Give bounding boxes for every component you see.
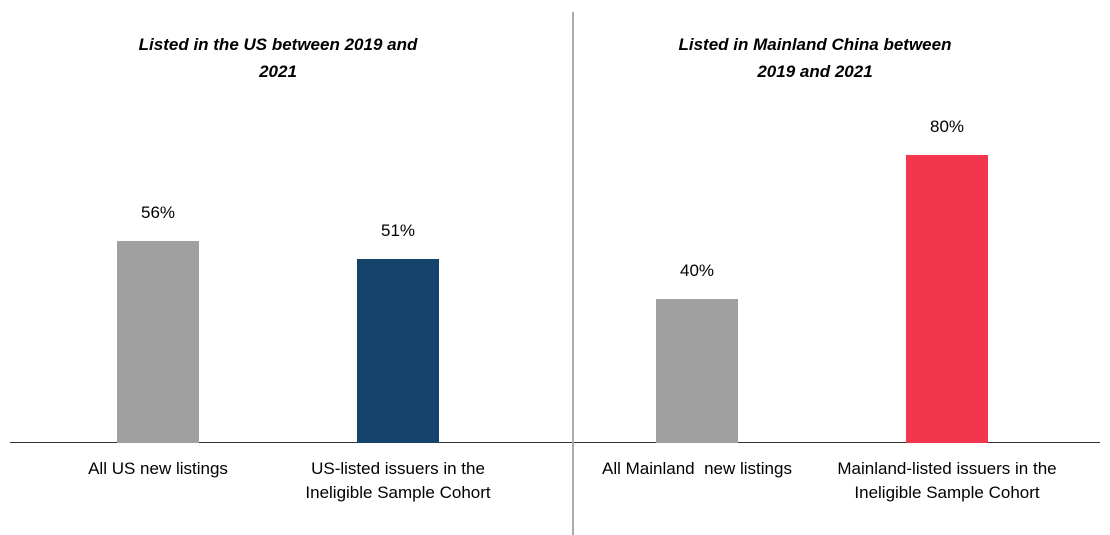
bar	[656, 299, 738, 443]
value-label: 56%	[140, 203, 176, 223]
divider	[572, 12, 574, 535]
x-tick-label: All US new listings	[88, 459, 228, 478]
x-tick-label: Mainland-listed issuers in the Ineligibl…	[837, 459, 1062, 502]
bar	[117, 241, 199, 443]
baseline	[10, 442, 1100, 443]
panel-title: Listed in the US between 2019 and 2021	[138, 35, 418, 81]
value-label: 51%	[380, 221, 416, 241]
x-tick-label: All Mainland new listings	[602, 459, 792, 478]
bar	[357, 259, 439, 443]
x-tick-label: US-listed issuers in the Ineligible Samp…	[305, 459, 491, 502]
panel-title: Listed in Mainland China between 2019 an…	[678, 35, 952, 81]
bar	[906, 155, 988, 443]
value-label: 40%	[679, 261, 715, 280]
value-label: 80%	[929, 117, 965, 136]
